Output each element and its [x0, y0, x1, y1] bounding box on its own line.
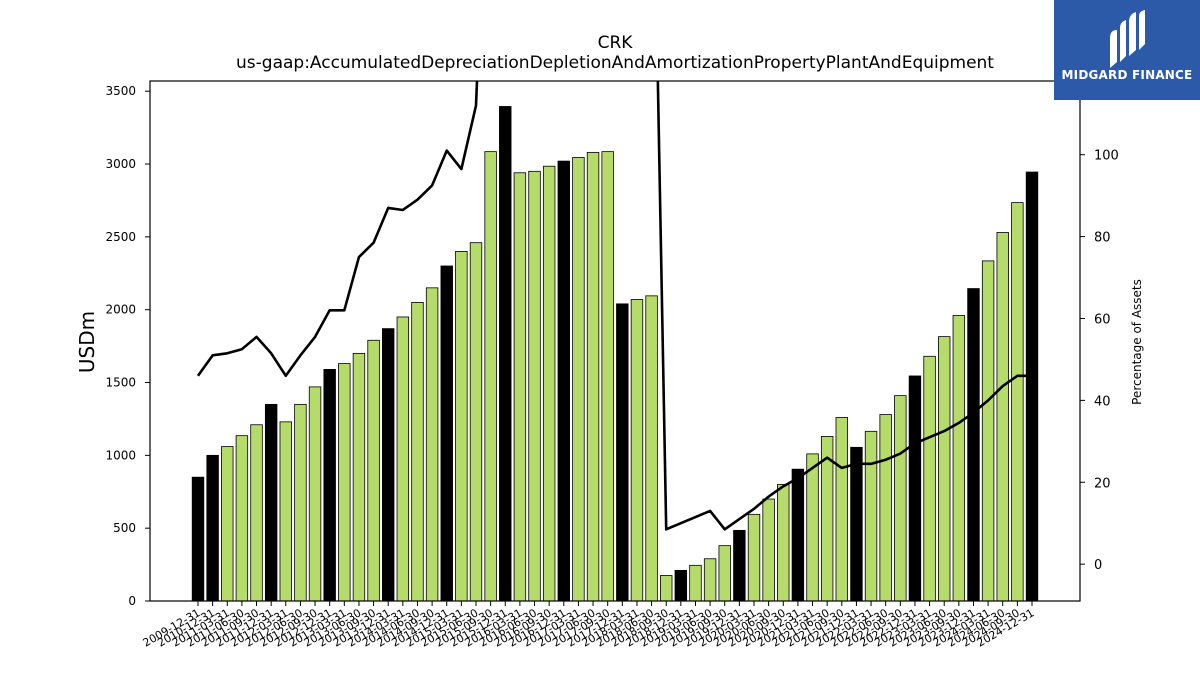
bar-2017-12-31	[616, 303, 629, 602]
bar-2018-06-30	[645, 295, 658, 602]
bar-2009-12-31	[191, 476, 205, 602]
bar-2020-03-31	[747, 513, 761, 602]
bar-2021-09-30	[835, 417, 848, 602]
bar-2014-12-31	[440, 265, 453, 602]
bar-2022-12-31	[908, 375, 922, 602]
y-tick-label: 0	[128, 594, 136, 608]
bar-2012-09-30	[308, 386, 322, 602]
bar-2023-06-30	[938, 336, 951, 602]
bar-2013-09-30	[367, 339, 380, 602]
axes-group: 0 500 1000 1500 2000 2500 3000 3500 0 20 40 60 80 100…	[105, 80, 1119, 650]
plot-frame	[149, 80, 1081, 602]
y-tick-label: 1000	[105, 448, 136, 462]
y2-tick-label: 80	[1094, 231, 1111, 246]
percentage-line	[196, 81, 1032, 531]
midgard-logo-icon	[1110, 10, 1145, 68]
bar-2012-06-30	[294, 403, 307, 602]
y-tick-label: 1500	[105, 376, 136, 390]
bar-2022-06-30	[879, 414, 892, 602]
bar-2018-12-31	[674, 570, 688, 602]
y-tick-label: 3000	[105, 157, 136, 171]
bar-2010-12-31	[206, 454, 219, 602]
bar-2014-03-31	[396, 316, 410, 602]
y2-axis-label: Percentage of Assets	[1130, 279, 1144, 405]
bar-2016-06-30	[528, 170, 541, 602]
bar-2021-12-31	[850, 446, 863, 602]
bar-2011-03-31	[221, 446, 234, 602]
bar-2020-06-30	[762, 498, 775, 602]
y2-tick-label: 60	[1094, 312, 1111, 327]
y2-tick-label: 100	[1094, 149, 1119, 164]
bar-2016-09-30	[542, 165, 556, 602]
y2-tick-label: 20	[1094, 476, 1111, 491]
bar-2021-03-31	[806, 453, 819, 602]
y-axis-label: USDm	[75, 311, 99, 373]
bar-2014-06-30	[411, 301, 424, 602]
bar-2016-03-31	[513, 172, 527, 602]
bar-2016-12-31	[557, 160, 570, 602]
bar-2013-06-30	[352, 352, 366, 602]
bar-2020-09-30	[777, 484, 790, 602]
bar-2023-12-31	[967, 288, 980, 602]
bar-2011-06-30	[235, 435, 249, 602]
bar-2019-12-31	[733, 529, 746, 602]
y-tick-label: 2000	[105, 303, 136, 317]
logo-text: MIDGARD FINANCE	[1061, 68, 1193, 82]
bar-2017-06-30	[586, 151, 600, 602]
bar-2024-03-31	[981, 260, 995, 602]
bar-2024-06-30	[996, 232, 1009, 602]
bar-2015-03-31	[455, 251, 468, 602]
bar-2017-09-30	[601, 151, 614, 602]
bar-2023-09-30	[952, 315, 966, 602]
y-tick-label: 2500	[105, 230, 136, 244]
bar-2018-09-30	[660, 575, 673, 602]
bar-2022-09-30	[894, 395, 907, 602]
y-tick-label: 500	[113, 521, 136, 535]
bar-2020-12-31	[791, 468, 805, 602]
bar-2011-12-31	[264, 403, 278, 602]
bar-2019-06-30	[703, 558, 717, 602]
bars-group	[191, 106, 1039, 602]
bar-2011-09-30	[250, 424, 263, 602]
bar-2015-12-31	[499, 106, 512, 602]
bar-2013-12-31	[382, 328, 395, 602]
bar-2022-03-31	[864, 430, 878, 602]
bar-2024-12-31	[1025, 171, 1039, 602]
bar-2017-03-31	[572, 157, 585, 602]
y-tick-label: 3500	[105, 84, 136, 98]
bar-2018-03-31	[630, 299, 644, 602]
bar-2015-06-30	[469, 242, 483, 602]
bar-2023-03-31	[923, 355, 936, 602]
bar-2012-03-31	[279, 421, 292, 602]
midgard-finance-logo: MIDGARD FINANCE	[1054, 0, 1200, 100]
bar-2014-09-30	[425, 287, 439, 602]
line-group	[196, 81, 1032, 531]
bar-2019-09-30	[718, 545, 731, 602]
bar-2024-09-30	[1011, 202, 1024, 602]
bar-2012-12-31	[323, 368, 336, 602]
y2-tick-label: 40	[1094, 394, 1111, 409]
chart-title: CRK	[598, 33, 634, 53]
bar-2015-09-30	[484, 151, 497, 602]
bar-2019-03-31	[689, 564, 702, 602]
chart-subtitle: us-gaap:AccumulatedDepreciationDepletion…	[236, 53, 994, 73]
bar-2013-03-31	[338, 363, 351, 602]
y2-tick-label: 0	[1094, 558, 1102, 573]
